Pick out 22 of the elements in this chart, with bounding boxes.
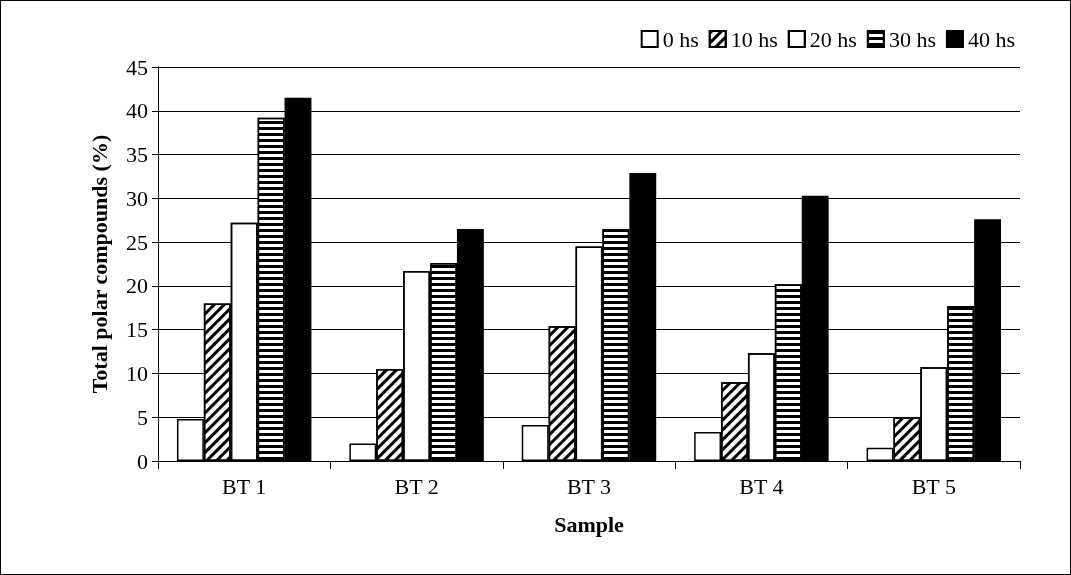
legend-label: 10 hs	[730, 26, 778, 52]
x-tick-label: BT 2	[394, 473, 439, 499]
x-tick-label: BT 4	[739, 473, 784, 499]
legend-label: 0 hs	[662, 26, 699, 52]
x-tick-label: BT 1	[222, 473, 267, 499]
y-axis-title: Total polar compounds (%)	[86, 134, 112, 394]
y-tick-label: 45	[126, 54, 148, 80]
y-tick-label: 10	[126, 360, 148, 386]
y-tick-label: 30	[126, 185, 148, 211]
x-tick-label: BT 3	[566, 473, 612, 499]
y-tick-label: 35	[126, 142, 148, 168]
legend-label: 30 hs	[888, 26, 936, 52]
legend-label: 20 hs	[809, 26, 857, 52]
y-tick-label: 20	[126, 273, 148, 299]
y-tick-label: 25	[126, 229, 148, 255]
y-tick-label: 0	[137, 448, 148, 474]
y-tick-label: 40	[126, 98, 148, 124]
y-tick-label: 15	[126, 317, 148, 343]
x-axis-title: Sample	[554, 511, 625, 537]
x-tick-label: BT 5	[911, 473, 956, 499]
y-tick-label: 5	[137, 404, 148, 430]
legend-label: 40 hs	[967, 26, 1015, 52]
